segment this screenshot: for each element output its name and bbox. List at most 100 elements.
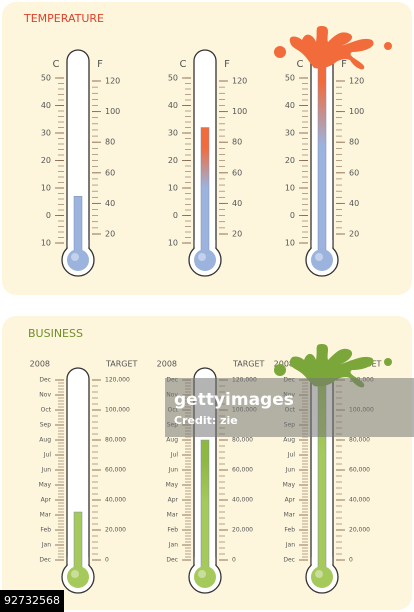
right-tick-label: 100,000 <box>105 407 130 414</box>
left-tick-label: 10 <box>168 184 178 193</box>
bulb-shine <box>198 253 206 261</box>
unit-label: F <box>341 59 347 70</box>
left-tick-label: May <box>39 482 52 489</box>
left-tick-label: 0 <box>173 211 178 220</box>
right-tick-label: 20 <box>105 230 115 239</box>
unit-label: F <box>97 59 103 70</box>
right-tick-label: 120 <box>232 77 247 86</box>
right-tick-label: 80 <box>105 138 115 147</box>
right-tick-label: 100 <box>232 107 247 116</box>
left-tick-label: 0 <box>290 211 295 220</box>
left-tick-label: Dec <box>166 557 178 564</box>
right-tick-label: 80 <box>349 138 359 147</box>
left-tick-label: May <box>283 482 296 489</box>
right-tick-label: 20,000 <box>105 527 126 534</box>
left-tick-label: Jun <box>41 467 52 474</box>
right-tick-label: 20,000 <box>232 527 253 534</box>
left-tick-label: Dec <box>39 557 51 564</box>
left-tick-label: 10 <box>41 184 51 193</box>
left-tick-label: Nov <box>39 392 51 399</box>
left-tick-label: Feb <box>167 527 178 534</box>
right-tick-label: 60 <box>349 168 359 177</box>
left-tick-label: Dec <box>283 557 295 564</box>
right-tick-label: 100 <box>105 107 120 116</box>
watermark-credit: Credit: zie <box>174 414 238 427</box>
right-tick-label: 40,000 <box>105 497 126 504</box>
left-tick-label: 20 <box>168 156 178 165</box>
left-tick-label: 10 <box>41 239 51 248</box>
left-tick-label: 30 <box>41 129 51 138</box>
right-tick-label: 20 <box>349 230 359 239</box>
left-tick-label: 10 <box>285 184 295 193</box>
level-fill <box>200 439 210 578</box>
right-tick-label: 60,000 <box>105 467 126 474</box>
bulb-fill <box>311 566 333 588</box>
right-tick-label: 0 <box>105 557 109 564</box>
right-tick-label: 60,000 <box>232 467 253 474</box>
left-tick-label: Jan <box>168 542 178 549</box>
left-tick-label: 10 <box>168 239 178 248</box>
right-tick-label: 60,000 <box>349 467 370 474</box>
panel-title: BUSINESS <box>28 327 83 340</box>
left-tick-label: 50 <box>41 74 51 83</box>
left-tick-label: 30 <box>285 129 295 138</box>
left-tick-label: 20 <box>41 156 51 165</box>
right-tick-label: 60 <box>232 168 242 177</box>
bulb-fill <box>67 249 89 271</box>
left-tick-label: Dec <box>39 377 51 384</box>
bulb-shine <box>71 570 79 578</box>
splash <box>274 344 392 388</box>
left-tick-label: 20 <box>285 156 295 165</box>
left-tick-label: Jun <box>285 467 296 474</box>
unit-label: C <box>180 59 187 70</box>
unit-label: TARGET <box>105 360 138 369</box>
splash <box>274 26 392 70</box>
right-tick-label: 0 <box>349 557 353 564</box>
left-tick-label: Apr <box>285 497 296 504</box>
unit-label: C <box>297 59 304 70</box>
watermark: gettyimages Credit: zie <box>165 378 414 437</box>
left-tick-label: 30 <box>168 129 178 138</box>
left-tick-label: Apr <box>41 497 52 504</box>
left-tick-label: Jul <box>170 452 179 459</box>
right-tick-label: 80,000 <box>105 437 126 444</box>
unit-label: F <box>224 59 230 70</box>
unit-label: 2008 <box>274 360 294 369</box>
left-tick-label: Feb <box>40 527 51 534</box>
right-tick-label: 40,000 <box>349 497 370 504</box>
right-tick-label: 40 <box>105 199 115 208</box>
left-tick-label: 0 <box>46 211 51 220</box>
left-tick-label: Jul <box>287 452 296 459</box>
bulb-fill <box>311 249 333 271</box>
left-tick-label: 40 <box>41 101 51 110</box>
level-fill <box>317 50 327 261</box>
left-tick-label: Aug <box>283 437 295 444</box>
right-tick-label: 20,000 <box>349 527 370 534</box>
image-id: 92732568 <box>4 594 60 607</box>
bulb-shine <box>71 253 79 261</box>
left-tick-label: Sep <box>40 422 52 429</box>
left-tick-label: Aug <box>166 437 178 444</box>
bulb-fill <box>194 566 216 588</box>
bulb-fill <box>67 566 89 588</box>
right-tick-label: 40 <box>349 199 359 208</box>
left-tick-label: 40 <box>285 101 295 110</box>
panel-title: TEMPERATURE <box>23 12 104 25</box>
id-bg <box>0 590 64 612</box>
bulb-fill <box>194 249 216 271</box>
left-tick-label: Aug <box>39 437 51 444</box>
right-tick-label: 40 <box>232 199 242 208</box>
right-tick-label: 20 <box>232 230 242 239</box>
watermark-brand: gettyimages <box>174 390 294 410</box>
level-fill <box>200 127 210 261</box>
left-tick-label: Mar <box>40 512 52 519</box>
unit-label: TARGET <box>232 360 265 369</box>
bulb-shine <box>315 253 323 261</box>
right-tick-label: 120 <box>349 77 364 86</box>
right-tick-label: 80,000 <box>232 437 253 444</box>
left-tick-label: Mar <box>284 512 296 519</box>
right-tick-label: 120 <box>105 77 120 86</box>
unit-label: 2008 <box>157 360 177 369</box>
left-tick-label: Mar <box>167 512 179 519</box>
